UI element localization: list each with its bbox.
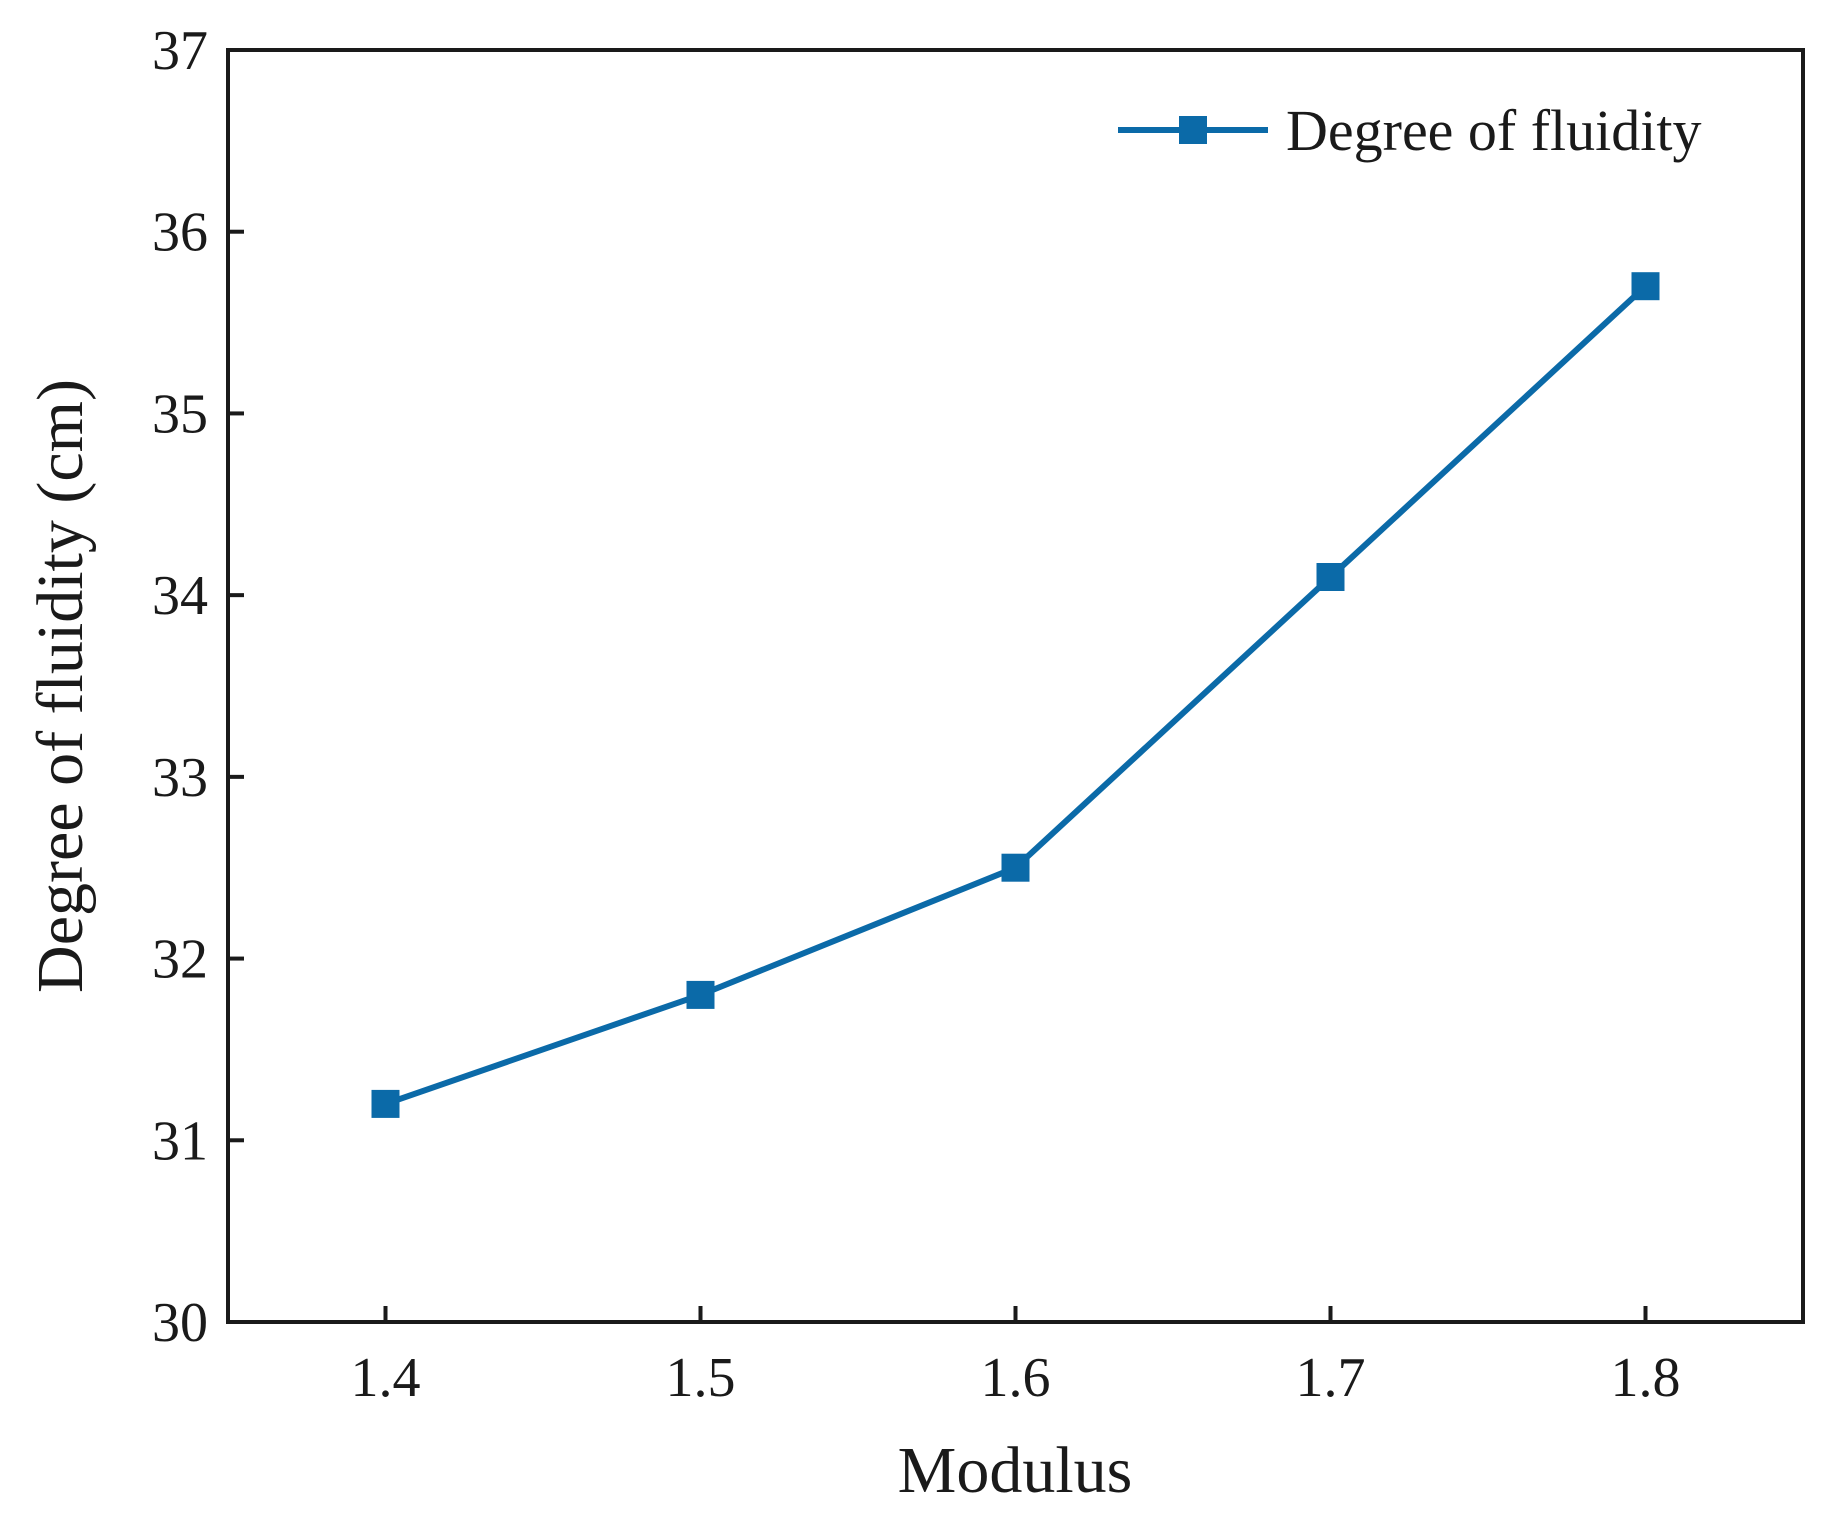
data-point-marker (1631, 272, 1660, 301)
y-tick-label: 33 (152, 747, 208, 809)
data-point-marker (1316, 563, 1345, 591)
legend-label: Degree of fluidity (1286, 98, 1702, 163)
y-tick-label: 35 (152, 383, 208, 445)
y-tick-label: 36 (152, 202, 208, 264)
y-tick-label: 32 (152, 929, 208, 991)
legend-square-marker (1179, 116, 1207, 144)
y-axis-title: Degree of fluidity (cm) (24, 379, 97, 993)
y-tick-label: 37 (152, 20, 208, 82)
y-tick-label: 31 (152, 1110, 208, 1172)
x-tick-label: 1.8 (1611, 1347, 1681, 1409)
x-tick-label: 1.6 (981, 1347, 1051, 1409)
data-point-marker (371, 1089, 400, 1118)
y-tick-label: 34 (152, 565, 208, 627)
series-line (384, 283, 1648, 1107)
x-tick-label: 1.7 (1296, 1347, 1366, 1409)
data-point-marker (1001, 853, 1030, 882)
series-layer (371, 272, 1660, 1118)
y-tick-label: 30 (152, 1292, 208, 1354)
legend: Degree of fluidity (1118, 98, 1702, 163)
x-axis-ticks: 1.4 1.5 1.6 1.7 1.8 (351, 1306, 1681, 1409)
data-point-marker (686, 980, 715, 1009)
x-tick-label: 1.4 (351, 1347, 421, 1409)
y-axis-ticks: 30 31 32 33 34 35 36 37 (152, 20, 244, 1354)
x-tick-label: 1.5 (666, 1347, 736, 1409)
plot-frame (226, 48, 1805, 1324)
x-axis-title: Modulus (898, 1434, 1133, 1507)
